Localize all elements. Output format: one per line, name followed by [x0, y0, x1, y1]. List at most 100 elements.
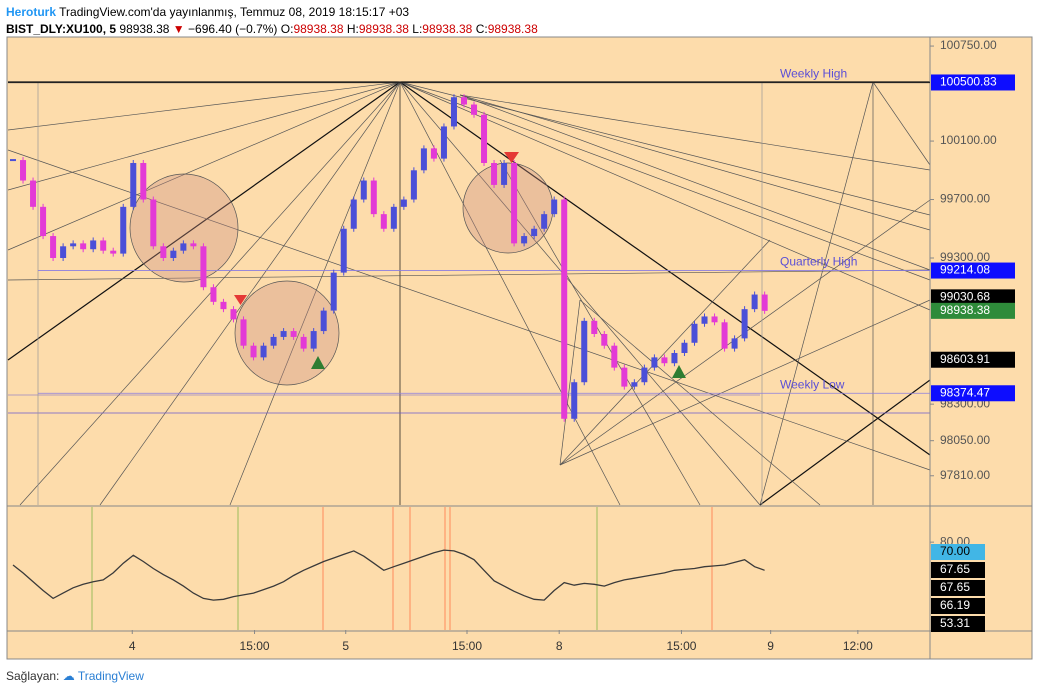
price-badge	[931, 262, 1015, 279]
candle	[721, 322, 728, 349]
candle	[501, 162, 508, 185]
indicator-badge	[931, 580, 985, 596]
candle	[711, 316, 718, 323]
indicator-badge-label: 53.31	[940, 616, 970, 630]
candle	[761, 294, 768, 311]
ohlc-value: 98938.38	[422, 22, 473, 36]
candle	[270, 336, 277, 346]
candle	[751, 294, 758, 310]
candle	[430, 148, 437, 159]
candle	[521, 236, 528, 244]
level-label: Weekly Low	[780, 377, 845, 391]
candle	[200, 246, 207, 288]
price-badge-label: 98603.91	[940, 352, 990, 366]
candle	[380, 214, 387, 229]
candle	[280, 331, 287, 337]
x-tick-label: 9	[767, 639, 774, 653]
candle	[60, 246, 67, 258]
brand[interactable]: ☁ TradingView	[62, 669, 144, 683]
indicator-badge	[931, 616, 985, 632]
drawings	[7, 81, 931, 506]
price-badge-label: 98374.47	[940, 385, 990, 399]
x-tick-label: 15:00	[452, 639, 482, 653]
brand-name[interactable]: TradingView	[77, 669, 144, 683]
candle	[180, 243, 187, 251]
y-tick-label: 100100.00	[940, 133, 997, 147]
candle	[120, 206, 127, 254]
ohlc: O:98938.38 H:98938.38 L:98938.38 C:98938…	[281, 22, 538, 36]
price-badge	[931, 289, 1015, 306]
y-tick-label: 98050.00	[940, 433, 990, 447]
candle	[340, 228, 347, 273]
candle	[240, 319, 247, 346]
background	[7, 37, 1032, 659]
candle	[230, 309, 237, 320]
ohlc-value: 98938.38	[358, 22, 409, 36]
candle	[300, 336, 307, 349]
candle	[390, 206, 397, 229]
candle	[641, 367, 648, 383]
indicator-badge-label: 67.65	[940, 562, 970, 576]
y-tick-label: 100750.00	[940, 38, 997, 52]
candle	[601, 333, 608, 346]
candle	[150, 199, 157, 247]
candle	[160, 246, 167, 258]
circles	[129, 162, 554, 386]
price-badge-label: 99214.08	[940, 263, 990, 277]
candle	[170, 250, 177, 258]
candle	[631, 382, 638, 387]
candle	[420, 148, 427, 171]
candle	[731, 338, 738, 349]
x-tick-label: 12:00	[843, 639, 873, 653]
candle	[80, 243, 87, 250]
signal-triangles	[234, 152, 686, 378]
candle	[531, 228, 538, 237]
candle	[30, 180, 37, 207]
candle	[330, 272, 337, 311]
ohlc-label: H:	[346, 22, 359, 36]
indicator-badge	[931, 598, 985, 614]
publish-line: Heroturk TradingView.com'da yayınlanmış,…	[6, 4, 538, 21]
indicator-badge-label: 66.19	[940, 598, 970, 612]
x-tick-label: 8	[556, 639, 563, 653]
candle	[250, 345, 257, 358]
candle	[551, 199, 558, 215]
price-badge-label: 100500.83	[940, 75, 997, 89]
price-badge	[931, 302, 1015, 319]
candle	[440, 126, 447, 159]
last-price: 98938.38	[119, 22, 170, 36]
candle	[410, 170, 417, 200]
candle	[460, 97, 467, 105]
y-tick-label: 99700.00	[940, 192, 990, 206]
change: −696.40 (−0.7%)	[188, 22, 278, 36]
candle	[481, 114, 488, 163]
ohlc-label: O:	[280, 22, 294, 36]
candle	[220, 301, 227, 310]
candle	[681, 342, 688, 353]
candle	[310, 331, 317, 349]
published: TradingView.com'da yayınlanmış, Temmuz 0…	[59, 5, 410, 19]
price-badge-label: 99030.68	[940, 290, 990, 304]
candle	[591, 320, 598, 334]
candle	[110, 250, 117, 254]
y-tick-label: 99300.00	[940, 250, 990, 264]
candle	[671, 352, 678, 364]
indicator-badge-label: 67.65	[940, 580, 970, 594]
candle	[571, 382, 578, 419]
y-tick-label: 97810.00	[940, 468, 990, 482]
candle	[90, 240, 97, 250]
footer: Sağlayan: ☁ TradingView	[6, 669, 144, 683]
candle	[450, 97, 457, 127]
price-badge	[931, 351, 1015, 368]
candle	[541, 214, 548, 229]
price-badge-label: 98938.38	[940, 303, 990, 317]
candle	[40, 206, 47, 237]
ohlc-value: 98938.38	[487, 22, 538, 36]
candle	[290, 331, 297, 337]
candle	[370, 180, 377, 215]
candle	[611, 345, 618, 368]
candle	[621, 367, 628, 387]
candle	[320, 310, 327, 332]
ohlc-label: C:	[475, 22, 488, 36]
